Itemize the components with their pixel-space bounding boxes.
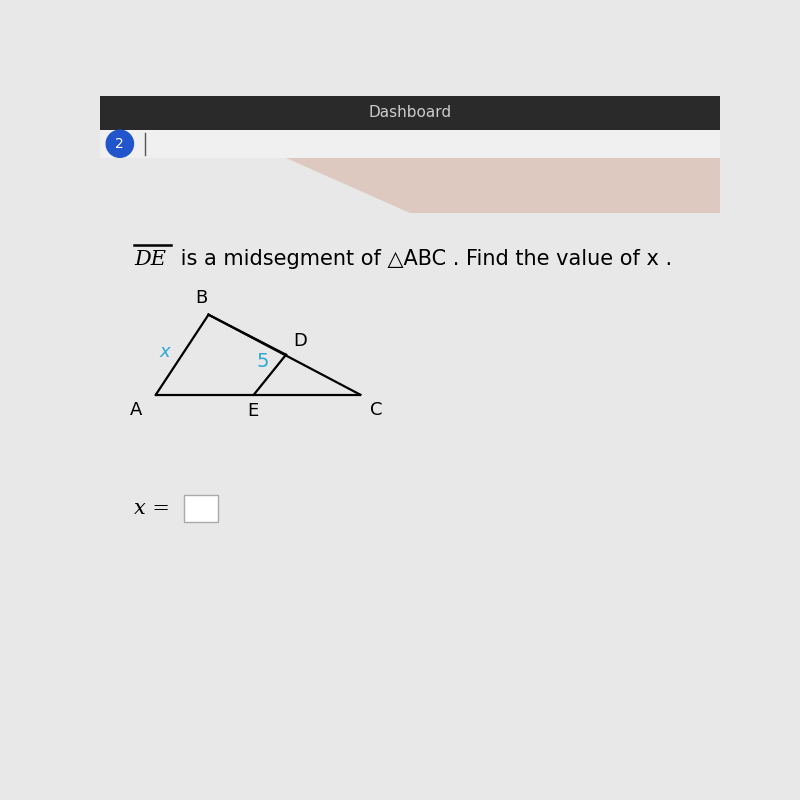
Circle shape: [106, 130, 134, 158]
Text: 2: 2: [115, 137, 124, 150]
Bar: [184, 495, 218, 522]
Polygon shape: [286, 158, 720, 213]
Bar: [100, 96, 720, 130]
Text: E: E: [247, 402, 258, 420]
Text: 5: 5: [256, 352, 269, 370]
Text: x: x: [159, 342, 170, 361]
Bar: [100, 130, 720, 158]
Text: Dashboard: Dashboard: [369, 106, 451, 121]
Text: x =: x =: [134, 499, 170, 518]
Text: B: B: [195, 290, 207, 307]
Text: C: C: [370, 401, 382, 419]
Text: is a midsegment of △ABC . Find the value of x .: is a midsegment of △ABC . Find the value…: [174, 250, 673, 270]
Text: DE: DE: [134, 250, 166, 269]
Text: D: D: [294, 332, 307, 350]
Text: A: A: [130, 401, 142, 419]
